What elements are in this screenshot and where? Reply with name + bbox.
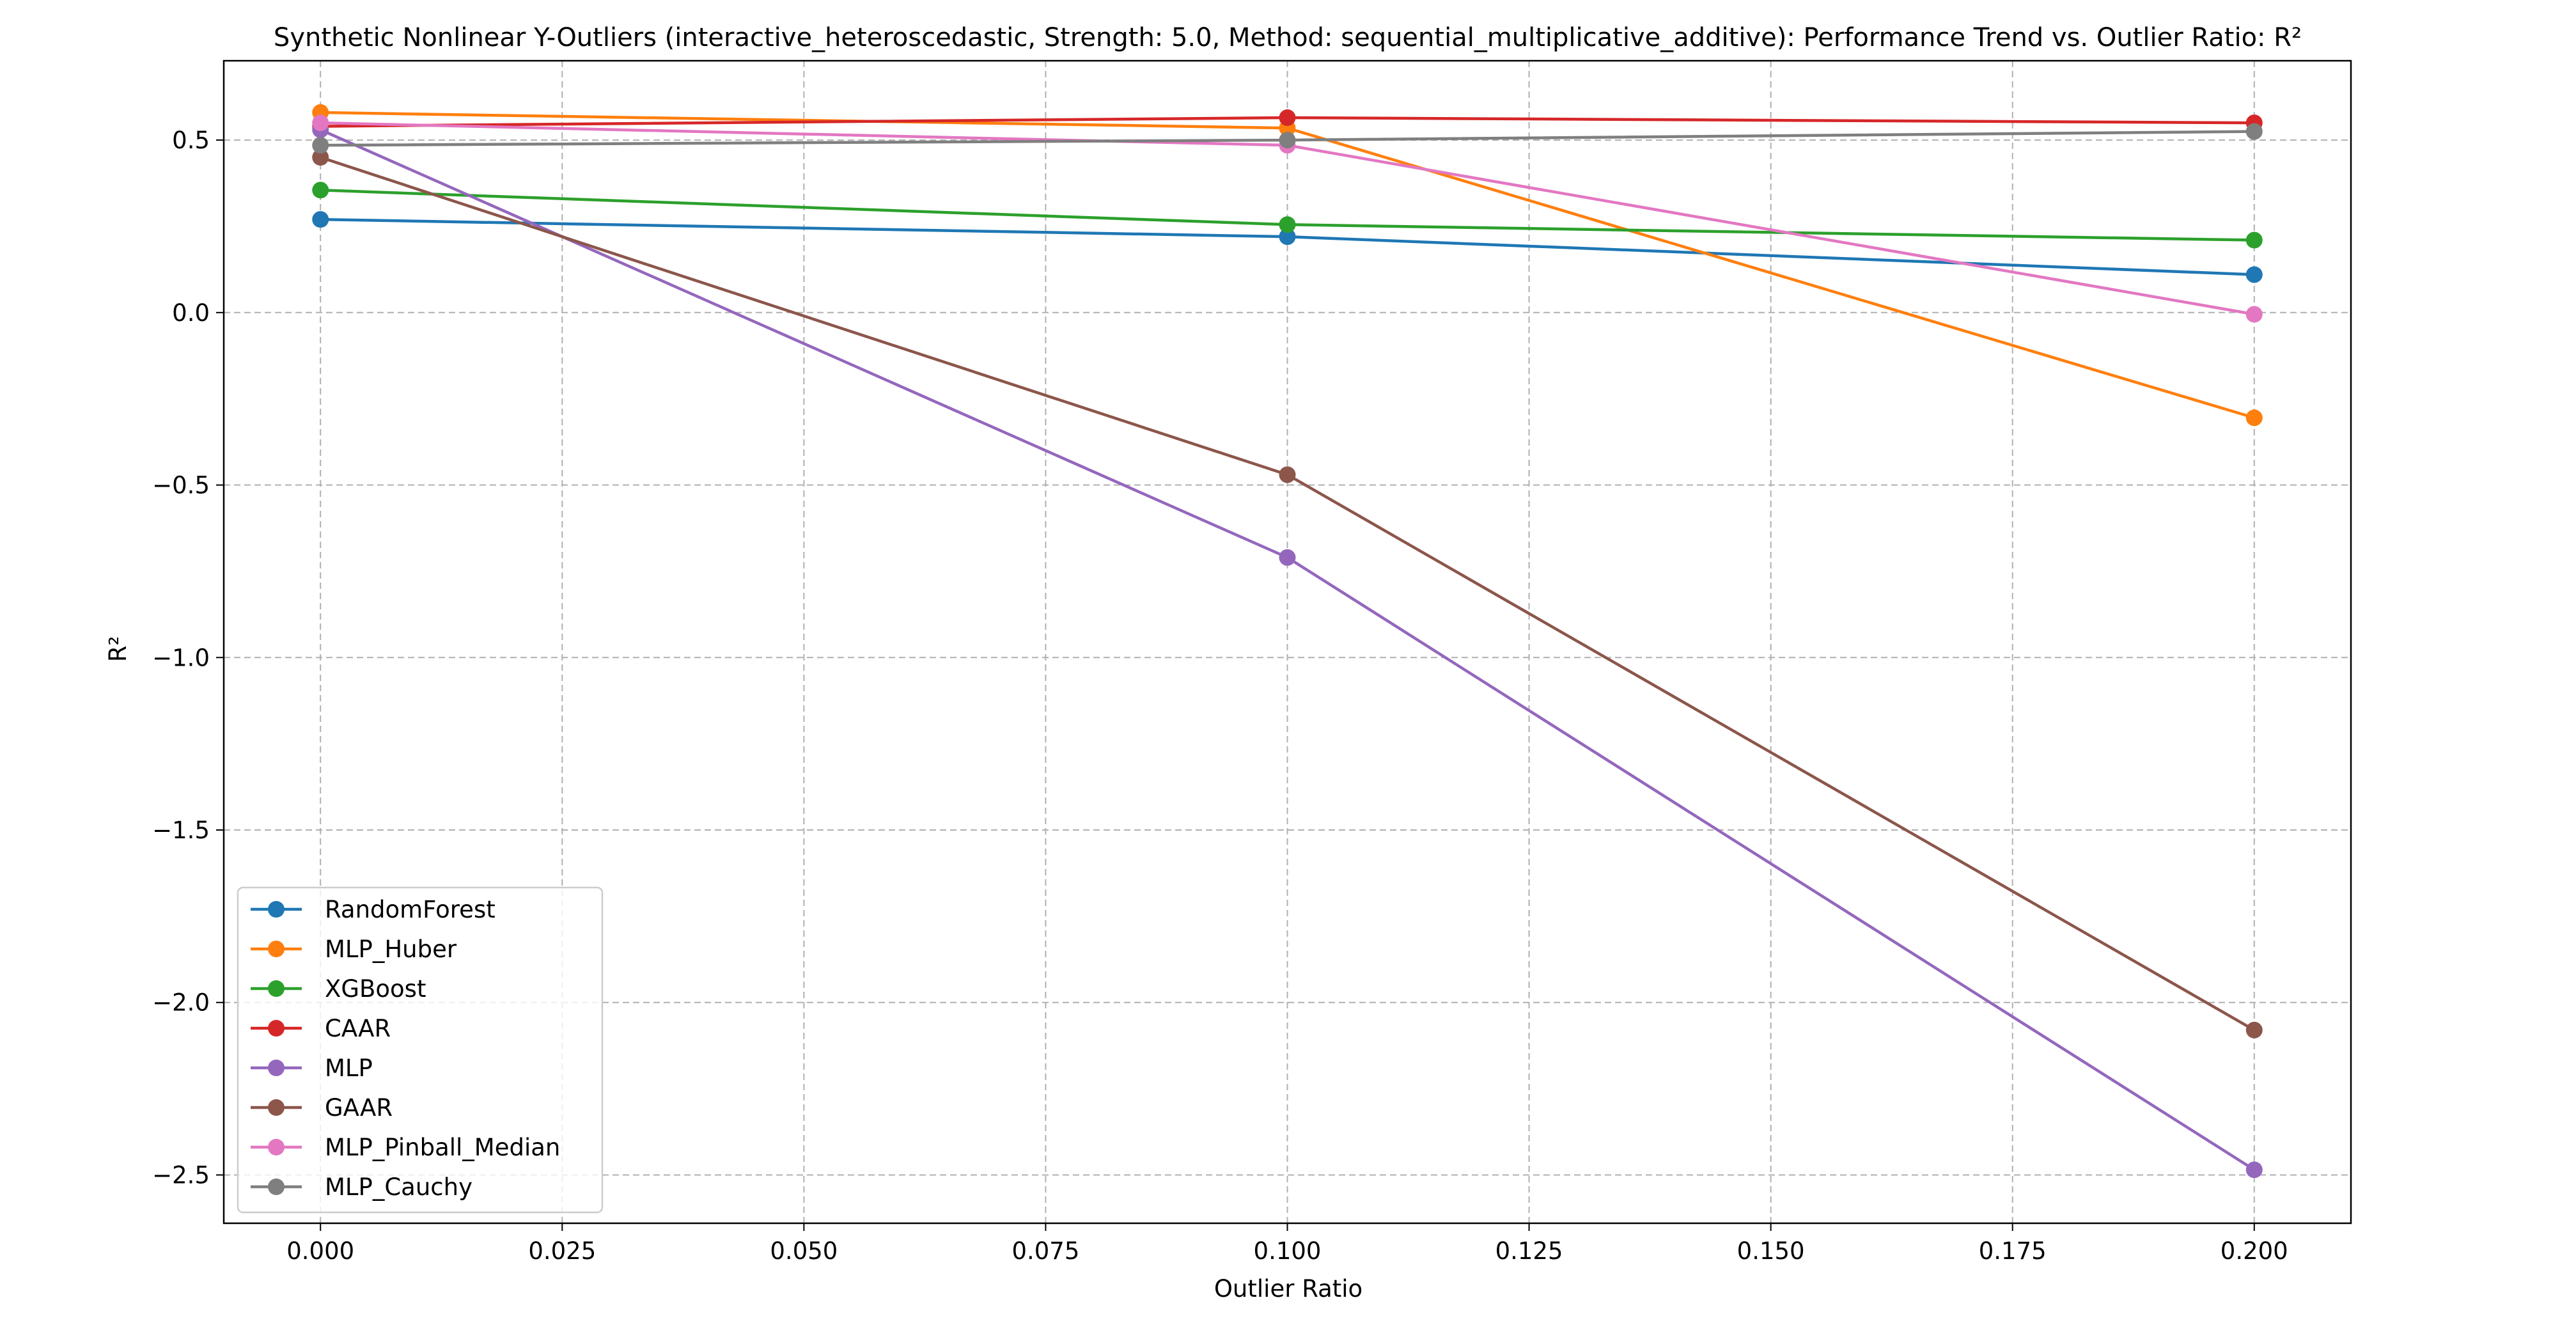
x-tick-label: 0.000 xyxy=(286,1237,354,1265)
data-point xyxy=(2245,231,2263,249)
legend-swatch-marker xyxy=(268,901,285,918)
legend-item: CAAR xyxy=(251,1015,391,1042)
data-point xyxy=(312,211,329,228)
legend-label: MLP_Cauchy xyxy=(325,1173,472,1201)
legend-swatch-marker xyxy=(268,1060,285,1076)
chart-title: Synthetic Nonlinear Y-Outliers (interact… xyxy=(274,23,2302,52)
y-axis-label: R² xyxy=(104,636,132,662)
x-tick-label: 0.175 xyxy=(1979,1237,2047,1265)
x-tick-label: 0.050 xyxy=(770,1237,838,1265)
series-randomforest xyxy=(312,211,2263,283)
legend-item: XGBoost xyxy=(251,975,426,1003)
legend-frame xyxy=(237,886,604,1214)
data-point xyxy=(2245,306,2263,323)
x-tick-label: 0.125 xyxy=(1495,1237,1563,1265)
data-point xyxy=(1279,228,1296,246)
data-point xyxy=(1279,132,1296,149)
x-tick-label: 0.100 xyxy=(1254,1237,1322,1265)
data-point xyxy=(312,149,329,166)
data-point xyxy=(1279,466,1296,483)
legend-label: RandomForest xyxy=(325,896,496,923)
x-axis-label: Outlier Ratio xyxy=(1214,1275,1362,1303)
legend-label: MLP_Pinball_Median xyxy=(325,1134,560,1161)
legend-item: MLP_Huber xyxy=(251,935,457,963)
legend-swatch-marker xyxy=(268,980,285,997)
series-gaar xyxy=(312,149,2263,1038)
y-tick-label: −1.5 xyxy=(152,817,210,844)
legend-swatch-marker xyxy=(268,1020,285,1037)
legend-item: MLP xyxy=(251,1054,373,1082)
y-tick-label: −0.5 xyxy=(152,472,210,499)
legend-label: MLP xyxy=(325,1054,373,1082)
legend-item: GAAR xyxy=(251,1094,393,1122)
data-point xyxy=(2245,409,2263,427)
legend-swatch-marker xyxy=(268,941,285,957)
data-point xyxy=(312,182,329,199)
y-tick-label: 0.0 xyxy=(172,299,210,327)
legend-item: MLP_Cauchy xyxy=(251,1173,472,1201)
x-tick-label: 0.150 xyxy=(1737,1237,1805,1265)
x-tick-label: 0.200 xyxy=(2221,1237,2288,1265)
data-point xyxy=(1279,109,1296,127)
series-mlp-cauchy xyxy=(312,123,2263,154)
legend-label: GAAR xyxy=(325,1094,393,1122)
legend: RandomForest MLP_Huber XGBoost CAAR MLP GAAR M… xyxy=(237,886,604,1214)
legend-label: MLP_Huber xyxy=(325,935,457,963)
tick-layer: 0.000 0.025 0.050 0.075 0.100 0.125 0.150 0.175… xyxy=(152,127,2288,1265)
legend-item: MLP_Pinball_Median xyxy=(251,1134,560,1161)
y-tick-label: −1.0 xyxy=(152,644,210,671)
x-tick-label: 0.075 xyxy=(1011,1237,1079,1265)
data-point xyxy=(2245,1161,2263,1178)
y-tick-label: 0.5 xyxy=(172,127,210,154)
series-layer xyxy=(312,104,2263,1178)
data-point xyxy=(1279,549,1296,566)
grid-layer xyxy=(224,61,2351,1223)
legend-swatch-marker xyxy=(268,1099,285,1116)
x-tick-label: 0.025 xyxy=(528,1237,596,1265)
data-point xyxy=(2245,266,2263,283)
data-point xyxy=(2245,123,2263,140)
legend-swatch-marker xyxy=(268,1139,285,1155)
y-tick-label: −2.5 xyxy=(152,1161,210,1189)
legend-label: XGBoost xyxy=(325,975,426,1003)
y-tick-label: −2.0 xyxy=(152,989,210,1017)
data-point xyxy=(312,114,329,132)
data-point xyxy=(312,137,329,154)
legend-swatch-marker xyxy=(268,1178,285,1195)
data-point xyxy=(1279,216,1296,233)
series-xgboost xyxy=(312,182,2263,249)
data-point xyxy=(2245,1021,2263,1038)
legend-item: RandomForest xyxy=(251,896,496,923)
legend-label: CAAR xyxy=(325,1015,391,1042)
